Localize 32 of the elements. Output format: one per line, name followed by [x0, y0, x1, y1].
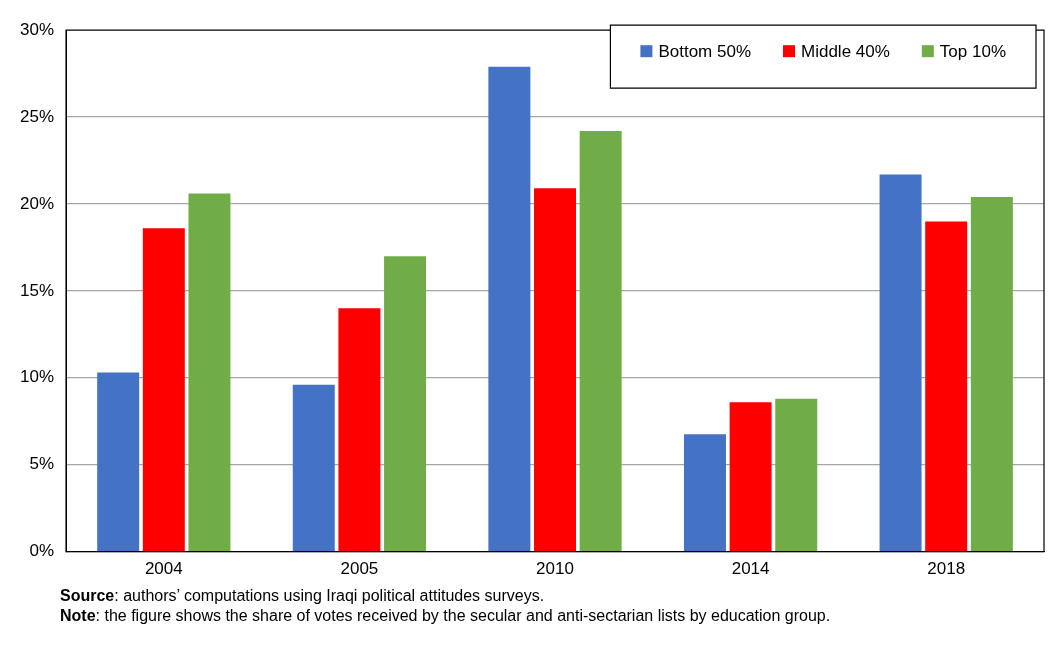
bar — [142, 228, 185, 551]
x-tick-label: 2005 — [340, 559, 379, 579]
legend-label: Top 10% — [939, 41, 1007, 61]
y-tick-label: 25% — [19, 106, 55, 126]
bar — [879, 174, 922, 551]
bar — [729, 402, 772, 551]
x-tick-label: 2004 — [144, 559, 183, 579]
legend-label: Bottom 50% — [658, 41, 752, 61]
legend-label: Middle 40% — [801, 41, 890, 61]
x-tick-label: 2010 — [536, 559, 574, 579]
bar — [775, 398, 818, 551]
source-note: Source: authors’ computations using Iraqi political attitudes surveys. — [60, 586, 546, 606]
y-tick-label: 0% — [29, 541, 55, 561]
bar — [292, 384, 335, 551]
y-tick-label: 20% — [19, 193, 55, 213]
bar — [970, 197, 1013, 551]
bar — [925, 221, 968, 551]
bar — [683, 434, 726, 551]
bar — [534, 188, 577, 551]
y-tick-label: 5% — [29, 454, 55, 474]
bar — [97, 372, 140, 551]
y-tick-label: 10% — [19, 367, 55, 387]
y-tick-label: 30% — [19, 19, 55, 39]
x-tick-label: 2014 — [731, 559, 770, 579]
text: Note: the figure shows the share of votes received by the secular and anti-sectarian lists by education group. — [60, 606, 832, 626]
y-tick-label: 15% — [19, 280, 55, 300]
bar — [338, 308, 381, 551]
bar — [488, 66, 531, 551]
x-tick-label: 2018 — [927, 559, 966, 579]
bar — [579, 131, 622, 551]
bar — [188, 193, 231, 551]
bar — [384, 256, 427, 551]
